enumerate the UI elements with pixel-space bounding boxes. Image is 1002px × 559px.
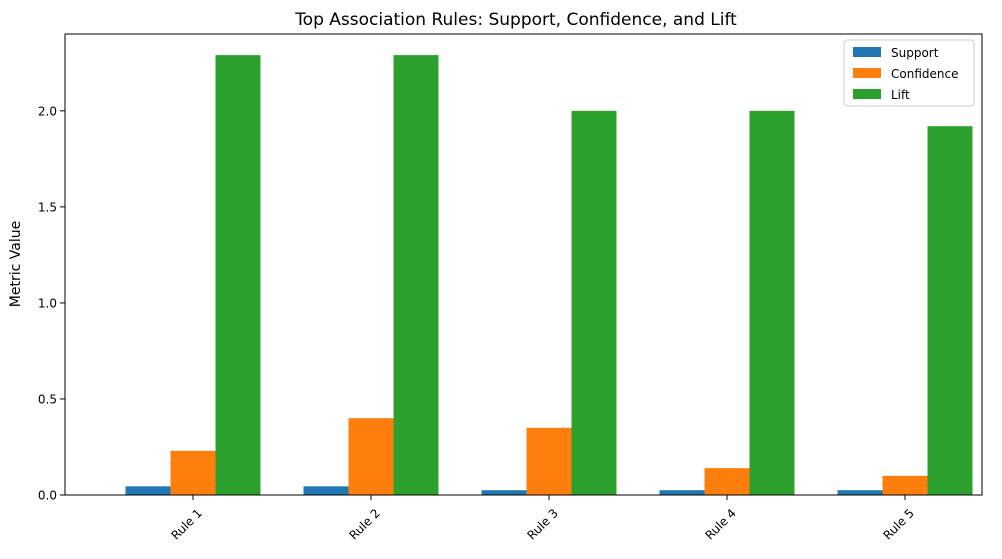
bar-support-rule-2	[303, 486, 349, 495]
y-tick-label: 0.0	[38, 489, 57, 503]
bar-support-rule-3	[481, 490, 527, 495]
bars-group	[125, 55, 973, 496]
y-tick-label: 1.5	[38, 200, 57, 214]
bar-support-rule-1	[125, 486, 171, 495]
legend-swatch-support	[853, 47, 881, 57]
bar-lift-rule-4	[749, 110, 795, 495]
legend: Support Confidence Lift	[843, 39, 975, 107]
bar-support-rule-4	[659, 490, 705, 495]
x-axis-ticks: Rule 1 Rule 2 Rule 3 Rule 4 Rule 5	[168, 495, 917, 542]
bar-confidence-rule-5	[882, 475, 928, 495]
bar-lift-rule-2	[393, 55, 439, 496]
y-tick-label: 2.0	[38, 104, 57, 118]
y-axis-ticks: 0.0 0.5 1.0 1.5 2.0	[38, 104, 65, 503]
legend-label-confidence: Confidence	[891, 67, 958, 81]
x-tick-label: Rule 2	[346, 506, 382, 542]
legend-label-support: Support	[891, 46, 939, 60]
chart-title: Top Association Rules: Support, Confiden…	[294, 10, 737, 30]
bar-confidence-rule-2	[348, 418, 394, 495]
x-tick-label: Rule 3	[524, 506, 560, 542]
bar-confidence-rule-3	[526, 427, 572, 495]
bar-lift-rule-1	[215, 55, 261, 496]
bar-lift-rule-3	[571, 110, 617, 495]
bar-confidence-rule-4	[704, 468, 750, 495]
legend-label-lift: Lift	[891, 88, 910, 102]
y-tick-label: 1.0	[38, 296, 57, 310]
bar-confidence-rule-1	[170, 450, 216, 495]
y-axis-label: Metric Value	[8, 221, 24, 307]
y-tick-label: 0.5	[38, 392, 57, 406]
plot-frame	[64, 33, 983, 496]
x-tick-label: Rule 4	[702, 506, 738, 542]
legend-swatch-confidence	[853, 68, 881, 78]
x-tick-label: Rule 5	[880, 506, 916, 542]
legend-swatch-lift	[853, 89, 881, 99]
bar-support-rule-5	[837, 490, 883, 495]
bar-lift-rule-5	[927, 126, 973, 495]
x-tick-label: Rule 1	[168, 506, 204, 542]
